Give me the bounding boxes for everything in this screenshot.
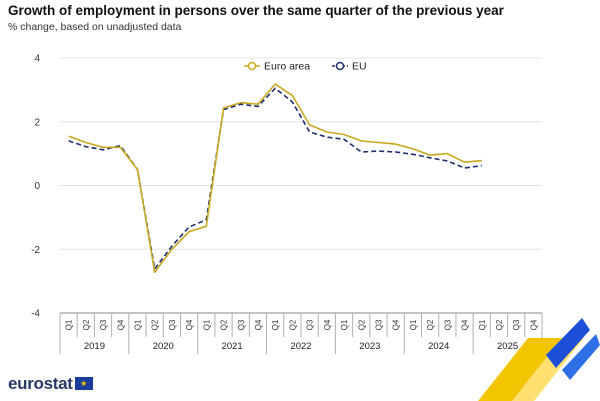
y-tick-label: 2 (34, 117, 40, 128)
x-axis: Q1 Q2 Q3 Q4 Q1 Q2 Q3 Q4 Q1 Q2 Q3 Q4 Q1 Q2 Q3 Q4 Q1 Q2 Q3 Q4… (59, 312, 543, 354)
x-tick-quarter: Q4 (529, 319, 538, 330)
legend-item-euro-area[interactable]: Euro area (244, 61, 310, 73)
x-tick-quarter: Q4 (323, 319, 332, 330)
legend-marker-icon (335, 61, 345, 71)
x-tick-quarter: Q4 (185, 319, 194, 330)
y-tick-label: 4 (34, 54, 40, 65)
x-tick-quarter: Q3 (237, 319, 246, 330)
x-tick-quarter: Q1 (409, 319, 418, 330)
x-tick-year: 2023 (359, 341, 380, 352)
x-tick-quarter: Q1 (478, 319, 487, 330)
x-tick-quarter: Q2 (426, 319, 435, 330)
legend-label: EU (352, 61, 367, 73)
chart-subtitle: % change, based on unadjusted data (8, 21, 182, 33)
x-tick-quarter: Q1 (271, 319, 280, 330)
chart-title: Growth of employment in persons over the… (8, 3, 504, 18)
x-tick-quarter: Q2 (495, 319, 504, 330)
eurostat-logo: eurostat ★ (8, 374, 93, 394)
x-tick-quarter: Q3 (168, 319, 177, 330)
x-tick-quarter: Q2 (288, 319, 297, 330)
x-tick-quarter: Q1 (340, 319, 349, 330)
x-tick-quarter: Q4 (392, 319, 401, 330)
x-tick-quarter: Q2 (357, 319, 366, 330)
x-tick-quarter: Q3 (99, 319, 108, 330)
x-tick-year: 2019 (84, 341, 105, 352)
x-tick-quarter: Q3 (512, 319, 521, 330)
x-tick-quarter: Q3 (306, 319, 315, 330)
x-tick-quarter: Q3 (374, 319, 383, 330)
y-tick-label: 0 (34, 181, 40, 192)
eu-flag-icon: ★ (74, 377, 93, 390)
x-tick-quarter: Q2 (220, 319, 229, 330)
x-tick-year: 2020 (153, 341, 174, 352)
x-tick-quarter: Q2 (151, 319, 160, 330)
legend-label: Euro area (264, 61, 310, 73)
eurostat-stripe-icon (478, 318, 600, 401)
x-tick-year: 2024 (428, 341, 449, 352)
y-tick-label: -2 (31, 245, 40, 256)
x-tick-quarter: Q4 (116, 319, 125, 330)
y-axis-ticks: -4 -2 0 2 4 (31, 54, 40, 320)
x-tick-quarter: Q4 (461, 319, 470, 330)
legend[interactable]: Euro area EU (244, 61, 367, 73)
x-tick-quarter: Q2 (82, 319, 91, 330)
legend-item-eu[interactable]: EU (332, 61, 367, 73)
x-tick-quarter: Q1 (202, 319, 211, 330)
y-tick-label: -4 (31, 309, 40, 320)
brand-name: eurostat (8, 374, 73, 393)
series-lines (68, 83, 482, 274)
x-tick-year: 2025 (497, 341, 518, 352)
series-line-euro-area (68, 83, 482, 274)
x-tick-year: 2022 (290, 341, 311, 352)
x-tick-quarter: Q1 (65, 319, 74, 330)
series-line-eu (68, 87, 482, 270)
x-tick-year: 2021 (222, 341, 243, 352)
legend-marker-icon (247, 61, 257, 71)
x-tick-quarter: Q3 (443, 319, 452, 330)
x-tick-quarter: Q4 (254, 319, 263, 330)
x-tick-quarter: Q1 (133, 319, 142, 330)
grid-lines (60, 57, 542, 314)
